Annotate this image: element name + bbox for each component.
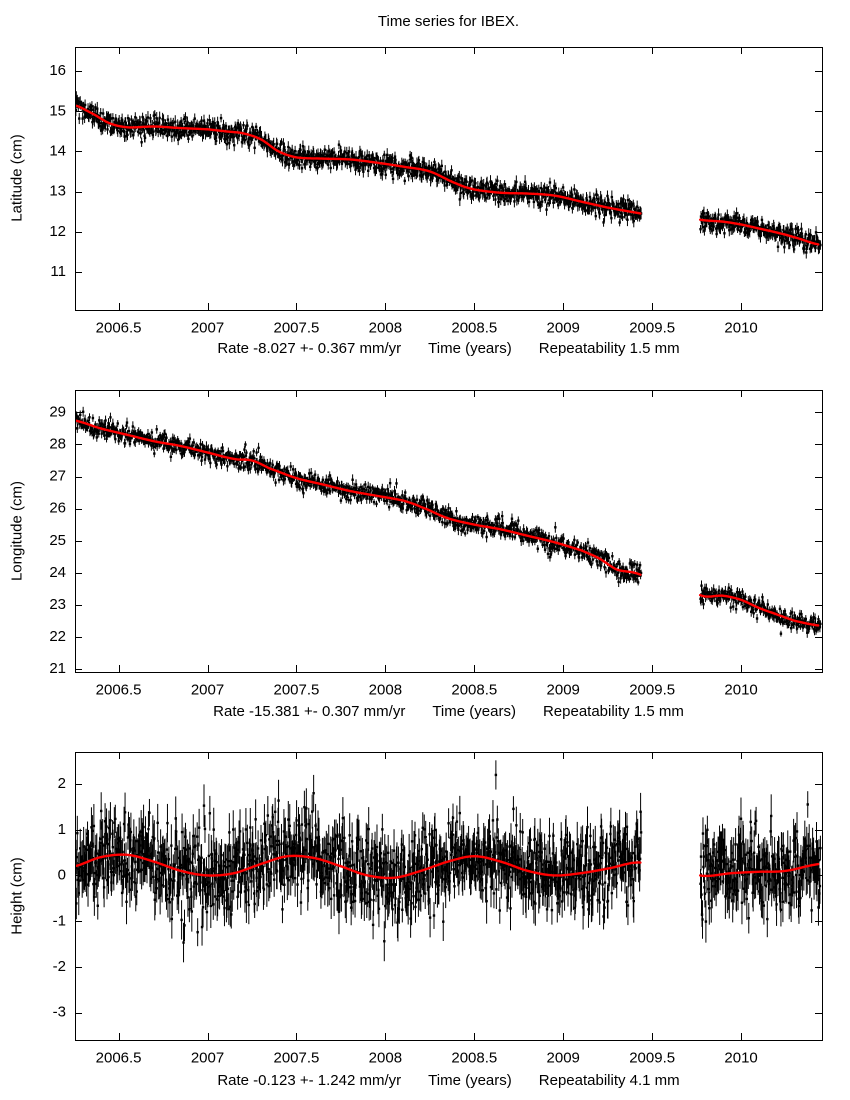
latitude-xaxis-caption: Rate -8.027 +- 0.367 mm/yr Time (years) Re… (75, 340, 822, 357)
time-axis-label: Time (years) (432, 703, 516, 720)
time-axis-label: Time (years) (428, 340, 512, 357)
height-chart-canvas (0, 745, 850, 1070)
longitude-xaxis-caption: Rate -15.381 +- 0.307 mm/yr Time (years) R… (75, 703, 822, 720)
height-rate-label: Rate -0.123 +- 1.242 mm/yr (217, 1072, 402, 1089)
longitude-chart-canvas (0, 385, 850, 700)
latitude-rate-label: Rate -8.027 +- 0.367 mm/yr (217, 340, 402, 357)
longitude-repeatability-label: Repeatability 1.5 mm (542, 703, 684, 720)
height-xaxis-caption: Rate -0.123 +- 1.242 mm/yr Time (years) Re… (75, 1072, 822, 1089)
time-axis-label: Time (years) (428, 1072, 512, 1089)
latitude-chart-canvas (0, 40, 850, 340)
longitude-rate-label: Rate -15.381 +- 0.307 mm/yr (213, 703, 406, 720)
figure-title: Time series for IBEX. (377, 13, 520, 30)
latitude-repeatability-label: Repeatability 1.5 mm (538, 340, 680, 357)
height-repeatability-label: Repeatability 4.1 mm (538, 1072, 680, 1089)
